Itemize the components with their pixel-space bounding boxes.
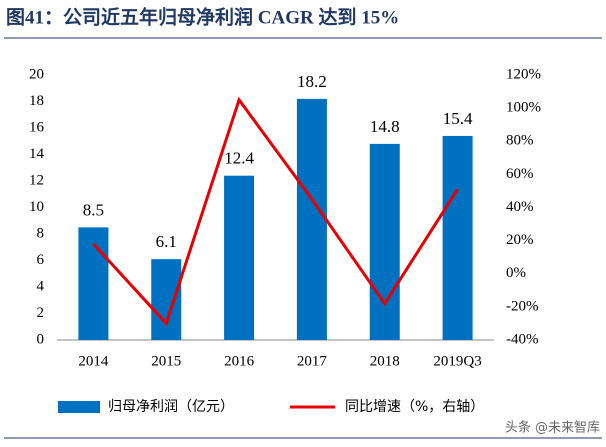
y-tick-label: 4 [37,278,45,294]
y-tick-label: 16 [29,119,45,135]
x-tick-label: 2019Q3 [433,353,481,369]
y2-tick-label: 100% [506,100,541,116]
x-tick-label: 2018 [370,353,400,369]
y-tick-label: 10 [29,199,44,215]
y2-tick-label: 120% [506,66,541,82]
y2-tick-label: 40% [506,199,534,215]
x-tick-label: 2016 [224,353,255,369]
y-tick-label: 18 [29,93,44,109]
y-tick-label: 6 [37,252,45,268]
y-tick-label: 2 [37,305,45,321]
y2-tick-label: -40% [506,331,539,347]
bar [224,175,255,340]
y2-tick-label: 60% [506,166,534,182]
x-tick-label: 2015 [151,353,181,369]
y-tick-label: 14 [29,146,45,162]
value-label: 12.4 [224,149,254,168]
value-label: 15.4 [443,109,473,128]
y-tick-label: 12 [29,172,44,188]
y2-tick-label: 80% [506,133,534,149]
bar [296,98,327,340]
y2-tick-label: 20% [506,232,534,248]
value-label: 6.1 [156,232,177,251]
chart-title: 图41：公司近五年归母净利润 CAGR 达到 15% [6,5,399,28]
bar [369,143,400,340]
legend-label: 归母净利润（亿元） [108,398,234,415]
value-label: 18.2 [297,72,327,91]
value-label: 14.8 [370,117,400,136]
bar [442,135,473,340]
line [92,96,459,327]
bar [151,259,182,340]
value-label: 8.5 [83,200,104,219]
y-tick-label: 20 [29,66,44,82]
x-tick-label: 2014 [78,353,109,369]
y2-tick-label: -20% [506,298,539,314]
x-tick-label: 2017 [297,353,328,369]
y2-tick-label: 0% [506,265,526,281]
legend-label: 同比增速（%，右轴） [345,399,484,415]
y-tick-label: 8 [37,225,45,241]
y-tick-label: 0 [37,331,45,347]
watermark: 头条 @未来智库 [505,420,600,436]
legend-swatch [58,401,100,413]
